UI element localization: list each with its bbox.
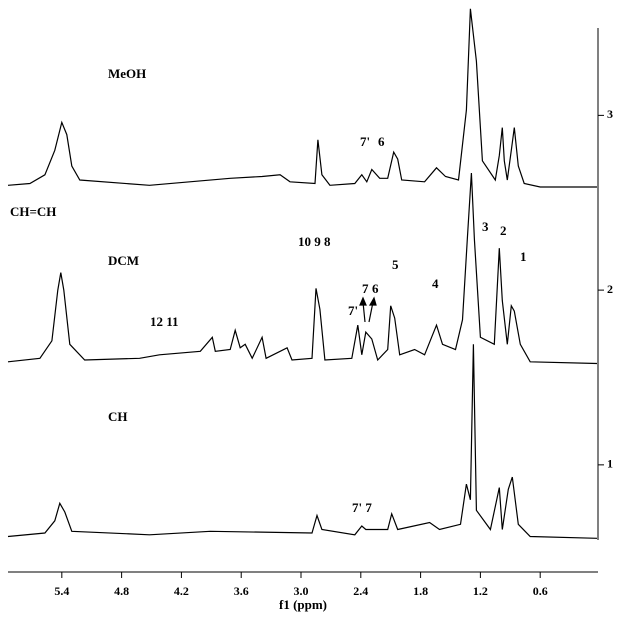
annotation: 10 9 8 bbox=[298, 234, 331, 249]
x-tick-label: 3.0 bbox=[294, 584, 309, 598]
y-tick-label: 1 bbox=[607, 457, 613, 471]
x-tick-label: 4.8 bbox=[114, 584, 129, 598]
y-tick-label: 2 bbox=[607, 282, 613, 296]
arrow-head bbox=[359, 296, 367, 306]
x-tick-label: 1.8 bbox=[413, 584, 428, 598]
x-tick-label: 4.2 bbox=[174, 584, 189, 598]
spectrum-line bbox=[7, 172, 598, 365]
series-label: CH bbox=[108, 409, 128, 424]
annotation: 7' bbox=[360, 134, 370, 149]
annotation: 6 bbox=[372, 281, 379, 296]
annotation: 4 bbox=[432, 276, 439, 291]
y-tick-label: 3 bbox=[607, 107, 613, 121]
annotation: 1 bbox=[520, 249, 527, 264]
series-label: DCM bbox=[108, 253, 139, 268]
x-tick-label: 1.2 bbox=[473, 584, 488, 598]
annotation: 6 bbox=[378, 134, 385, 149]
annotation: CH=CH bbox=[10, 204, 56, 219]
spectrum-line bbox=[7, 8, 597, 188]
annotation: 7' bbox=[348, 303, 358, 318]
annotation: 7 bbox=[362, 281, 369, 296]
annotation: 5 bbox=[392, 257, 399, 272]
x-tick-label: 3.6 bbox=[234, 584, 249, 598]
spectrum-line bbox=[7, 344, 598, 539]
annotation: 3 bbox=[482, 219, 489, 234]
series-label: MeOH bbox=[108, 66, 146, 81]
x-tick-label: 5.4 bbox=[54, 584, 69, 598]
x-axis-label: f1 (ppm) bbox=[279, 597, 327, 612]
x-tick-label: 2.4 bbox=[353, 584, 368, 598]
x-tick-label: 0.6 bbox=[533, 584, 548, 598]
annotation: 7' 7 bbox=[352, 500, 372, 515]
annotation: 2 bbox=[500, 223, 507, 238]
arrows bbox=[359, 296, 377, 323]
annotation: 12 11 bbox=[150, 314, 179, 329]
arrow-head bbox=[368, 296, 377, 306]
